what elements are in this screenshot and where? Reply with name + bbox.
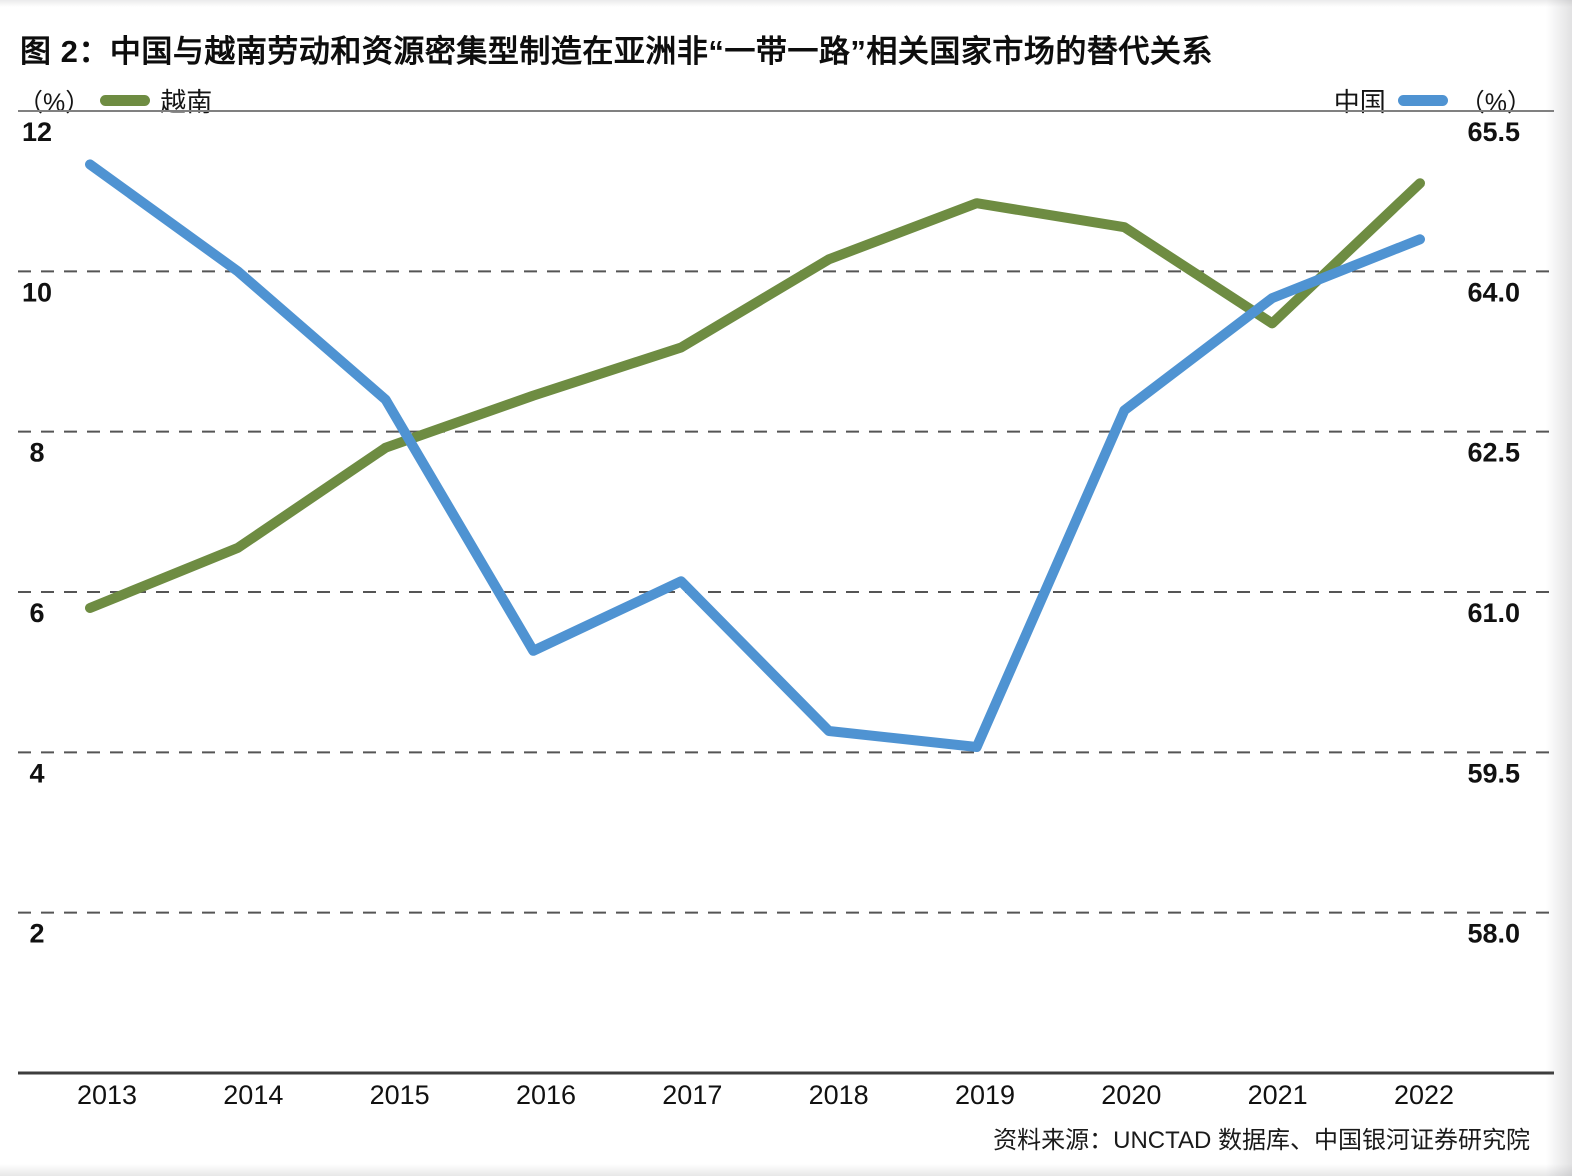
x-axis-label: 2015 bbox=[370, 1080, 430, 1110]
x-axis-label: 2018 bbox=[809, 1080, 869, 1110]
line-vietnam bbox=[85, 178, 1425, 613]
y-axis-label-right: 58.0 bbox=[1467, 919, 1520, 949]
y-axis-label-left: 10 bbox=[22, 277, 52, 307]
y-axis-label-right: 64.0 bbox=[1467, 277, 1520, 307]
vietnam-series-swatch bbox=[100, 95, 151, 106]
line-china bbox=[85, 159, 1425, 752]
y-axis-label-right: 62.5 bbox=[1467, 438, 1520, 468]
y-axis-label-left: 8 bbox=[29, 438, 44, 468]
x-axis-label: 2017 bbox=[662, 1080, 722, 1110]
y-axis-label-left: 2 bbox=[29, 919, 44, 949]
x-axis-label: 2021 bbox=[1248, 1080, 1308, 1110]
chart-title: 图 2：中国与越南劳动和资源密集型制造在亚洲非“一带一路”相关国家市场的替代关系 bbox=[20, 34, 1213, 69]
x-axis-label: 2013 bbox=[77, 1080, 137, 1110]
x-axis-label: 2014 bbox=[223, 1080, 283, 1110]
y-axis-label-left: 4 bbox=[29, 758, 44, 788]
x-axis-label: 2019 bbox=[955, 1080, 1015, 1110]
source-note: 资料来源：UNCTAD 数据库、中国银河证券研究院 bbox=[993, 1127, 1530, 1154]
y-axis-label-right: 65.5 bbox=[1467, 117, 1520, 147]
y-axis-label-left: 12 bbox=[22, 117, 52, 147]
y-axis-label-right: 61.0 bbox=[1467, 598, 1520, 628]
y-axis-label-left: 6 bbox=[29, 598, 44, 628]
x-axis-label: 2022 bbox=[1394, 1080, 1454, 1110]
y-axis-label-right: 59.5 bbox=[1467, 758, 1520, 788]
x-axis-label: 2016 bbox=[516, 1080, 576, 1110]
china-series-swatch bbox=[1397, 95, 1448, 106]
legend-left: （%） 越南 bbox=[18, 82, 212, 119]
x-axis-label: 2020 bbox=[1101, 1080, 1161, 1110]
